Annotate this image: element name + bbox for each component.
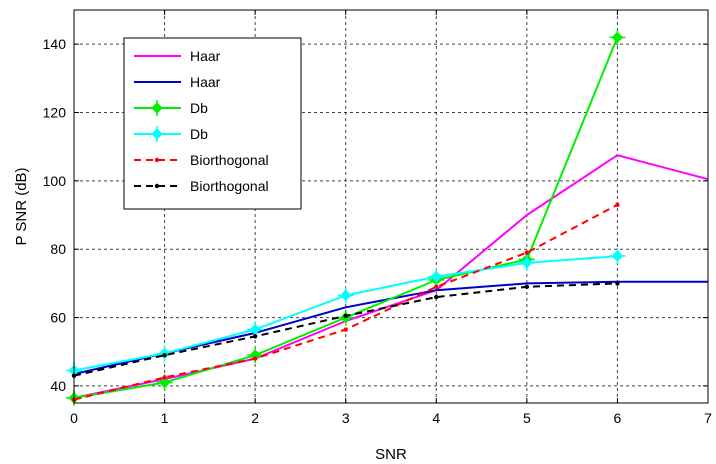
data-point (524, 284, 530, 290)
data-point (434, 294, 439, 300)
data-point-cross (609, 29, 626, 46)
legend-item: Haar (134, 48, 221, 64)
x-tick-label: 2 (251, 410, 259, 426)
legend-marker-cross (149, 126, 165, 142)
data-point-cross (428, 268, 445, 285)
y-tick-label: 80 (50, 241, 66, 257)
x-axis-label: SNR (375, 446, 407, 463)
data-point (615, 281, 620, 286)
legend-marker-cross (149, 100, 165, 116)
x-tick-label: 0 (70, 410, 78, 426)
legend-item: Db (134, 100, 208, 116)
legend-label: Haar (190, 74, 221, 90)
legend-item: Biorthogonal (134, 178, 269, 194)
y-tick-label: 100 (43, 173, 67, 189)
legend-marker (154, 157, 160, 163)
x-tick-label: 6 (614, 410, 622, 426)
legend-item: Haar (134, 74, 221, 90)
x-tick-label: 3 (342, 410, 350, 426)
legend-label: Biorthogonal (190, 178, 269, 194)
data-point (162, 375, 167, 380)
y-tick-label: 140 (43, 36, 67, 52)
legend-label: Haar (190, 48, 221, 64)
x-tick-label: 7 (704, 410, 712, 426)
legend-label: Biorthogonal (190, 152, 269, 168)
legend-item: Biorthogonal (134, 152, 269, 168)
data-point (252, 356, 258, 361)
axis-ticks: 0 1 2 3 4 5 6 7 40 60 80 100 120 140 (43, 10, 712, 426)
y-tick-label: 40 (50, 378, 66, 394)
x-tick-label: 4 (432, 410, 440, 426)
data-point (434, 284, 439, 290)
data-point-cross (518, 254, 535, 271)
legend-item: Db (134, 126, 208, 142)
x-tick-label: 5 (523, 410, 531, 426)
series-2 (73, 280, 708, 375)
data-point (162, 352, 167, 358)
series-6 (71, 281, 620, 378)
x-tick-label: 1 (161, 410, 169, 426)
data-point (343, 313, 348, 319)
data-point-cross (337, 287, 354, 304)
data-point-cross (609, 248, 626, 265)
legend-box (123, 37, 302, 210)
legend-label: Db (190, 126, 208, 142)
series-5 (71, 202, 620, 402)
data-point (252, 334, 258, 339)
data-point (615, 202, 620, 207)
legend: Haar Haar Db Db Biorthogonal Biorthogonal (123, 37, 302, 210)
data-point (524, 250, 530, 255)
series-line (73, 280, 708, 375)
legend-label: Db (190, 100, 208, 116)
data-point (343, 327, 348, 332)
y-axis-label: P SNR (dB) (13, 167, 30, 245)
grid (74, 10, 708, 403)
y-tick-label: 60 (50, 310, 66, 326)
legend-marker (154, 183, 160, 189)
plot-frame (73, 9, 709, 404)
series-lines (66, 29, 709, 406)
y-tick-label: 120 (43, 105, 67, 121)
